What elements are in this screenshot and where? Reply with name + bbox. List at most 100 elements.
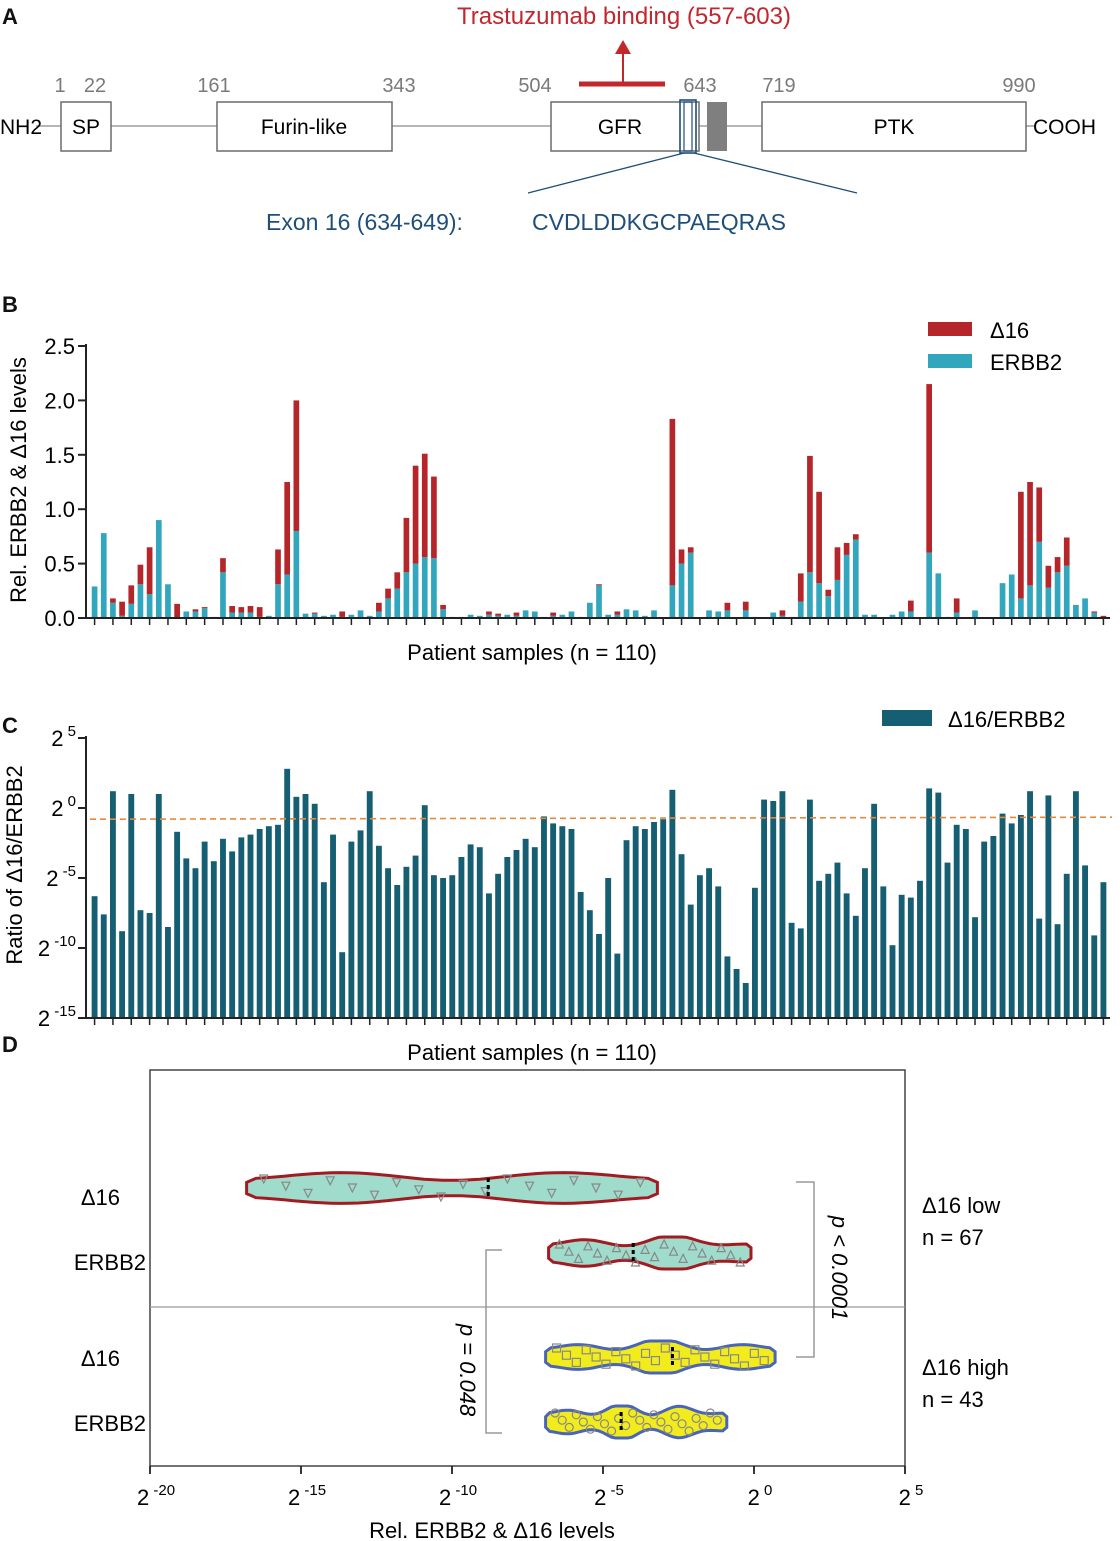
bar-ratio	[1091, 935, 1098, 1018]
bar-erbb2	[119, 615, 125, 618]
bar-delta16	[1027, 482, 1033, 586]
y-tick-label-b: 2.0	[44, 388, 75, 413]
bar-delta16	[724, 602, 731, 611]
bar-erbb2	[165, 584, 171, 618]
bar-ratio	[265, 826, 272, 1018]
bar-erbb2	[834, 579, 841, 618]
bracket-p-inner	[485, 1249, 502, 1434]
bar-ratio	[137, 910, 144, 1018]
bar-ratio	[247, 834, 254, 1018]
row-label-delta16-low: Δ16	[81, 1185, 120, 1210]
bar-ratio	[394, 885, 401, 1018]
bar-delta16	[1036, 487, 1043, 542]
bar-ratio	[733, 969, 740, 1018]
violin-point	[697, 1247, 708, 1258]
bar-erbb2	[651, 610, 657, 618]
bar-ratio	[944, 862, 951, 1018]
x-tick-label-d: 2 -5	[594, 1482, 624, 1510]
bar-delta16	[596, 584, 602, 586]
bar-delta16	[926, 384, 933, 553]
violin-point	[663, 1424, 673, 1434]
bar-erbb2	[192, 611, 199, 618]
domain-gfr-label: GFR	[598, 116, 642, 139]
domain-gfr: GFR	[550, 101, 700, 152]
violin-0	[245, 1171, 659, 1205]
x-tick-label-d: 2 5	[899, 1482, 924, 1510]
bar-erbb2	[889, 614, 896, 618]
bar-ratio	[531, 847, 538, 1018]
bar-erbb2	[1008, 574, 1015, 618]
bar-erbb2	[486, 614, 492, 618]
bar-erbb2	[201, 608, 208, 618]
violin-point	[258, 1174, 269, 1185]
bar-delta16	[1045, 565, 1052, 588]
bar-delta16	[201, 607, 208, 609]
bar-delta16	[403, 517, 410, 573]
legend-label-delta16: Δ16	[990, 318, 1029, 343]
y-tick-label-b: 2.5	[44, 334, 75, 359]
bar-delta16	[229, 606, 235, 613]
p-value-outer: p < 0.0001	[827, 1215, 852, 1321]
panel-label-a: A	[2, 4, 18, 29]
bar-delta16	[486, 611, 492, 615]
trastuzumab-label: Trastuzumab binding (557-603)	[457, 3, 791, 30]
bar-delta16	[376, 602, 382, 612]
pos-161: 161	[197, 75, 230, 97]
violin-point	[678, 1253, 689, 1264]
bar-erbb2	[265, 615, 272, 618]
group-high-label: Δ16 high	[922, 1355, 1009, 1380]
bar-ratio	[926, 788, 933, 1018]
bar-ratio	[687, 904, 694, 1018]
bar-erbb2	[220, 572, 226, 618]
bar-ratio	[238, 837, 245, 1018]
bar-ratio	[651, 822, 657, 1018]
bar-ratio	[201, 841, 208, 1018]
violin-point	[659, 1238, 670, 1249]
violin-point	[573, 1253, 584, 1264]
bar-erbb2	[862, 614, 868, 618]
bar-erbb2	[1063, 565, 1070, 618]
x-axis-title-c: Patient samples (n = 110)	[407, 1040, 657, 1065]
violin-point	[413, 1185, 424, 1196]
bar-erbb2	[678, 563, 685, 618]
bar-erbb2	[907, 611, 914, 618]
bar-erbb2	[623, 609, 630, 618]
violin-point	[628, 1408, 638, 1418]
violin-point	[650, 1355, 661, 1366]
x-tick-label-d: 2 -15	[288, 1482, 326, 1510]
bar-erbb2	[972, 610, 978, 618]
bar-ratio	[724, 956, 731, 1018]
bar-ratio	[522, 838, 529, 1018]
bar-ratio	[128, 794, 135, 1018]
bar-ratio	[770, 801, 777, 1018]
bar-ratio	[632, 826, 639, 1018]
x-axis-title-b: Patient samples (n = 110)	[407, 640, 657, 665]
chart-d: 2 -20 2 -15 2 -10 2 -5 2 0 2 5	[137, 1171, 924, 1510]
bar-ratio	[953, 824, 960, 1018]
bar-ratio	[761, 799, 768, 1018]
bar-ratio	[660, 819, 667, 1018]
pos-643: 643	[683, 75, 716, 97]
bar-ratio	[550, 823, 557, 1018]
panel-label-d: D	[2, 1032, 18, 1057]
violin-point	[613, 1190, 624, 1201]
bar-delta16	[220, 558, 226, 573]
bar-delta16	[247, 606, 254, 613]
bar-ratio	[981, 841, 988, 1018]
bar-erbb2	[797, 601, 804, 618]
bar-ratio	[917, 880, 923, 1018]
legend-label-erbb2: ERBB2	[990, 350, 1062, 375]
group-low-n: n = 67	[922, 1225, 984, 1250]
bar-ratio	[907, 897, 914, 1018]
bar-ratio	[541, 816, 547, 1018]
bar-erbb2	[394, 588, 401, 618]
bar-ratio	[293, 796, 300, 1018]
bar-ratio	[412, 855, 419, 1018]
bar-ratio	[852, 915, 859, 1018]
bar-ratio	[889, 945, 896, 1018]
domain-sp-label: SP	[72, 116, 100, 139]
bar-erbb2	[504, 614, 511, 618]
bar-delta16	[275, 549, 281, 585]
bar-ratio	[311, 803, 318, 1018]
x-axis-title-d: Rel. ERBB2 & Δ16 levels	[369, 1518, 615, 1541]
